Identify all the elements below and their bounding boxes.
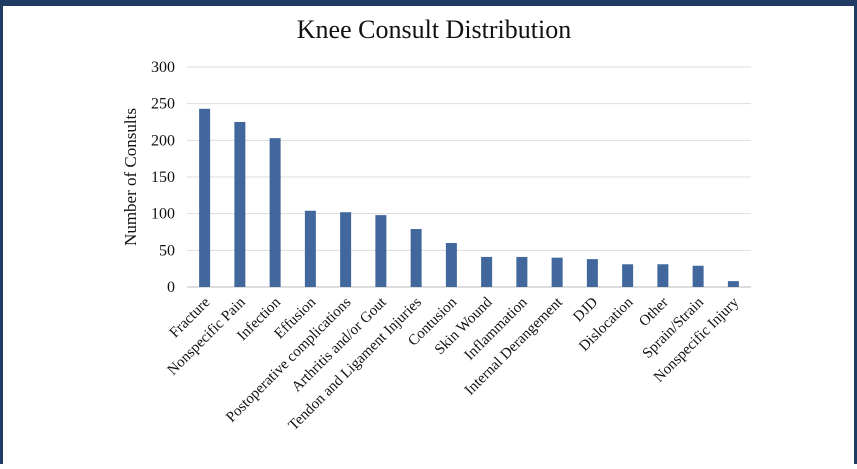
bar	[269, 138, 281, 287]
bar	[410, 229, 422, 287]
x-tick-label: DJD	[570, 294, 601, 325]
bar	[551, 257, 563, 287]
y-tick-label: 200	[151, 132, 175, 149]
bar	[375, 215, 387, 287]
bar	[445, 243, 457, 287]
left-border	[0, 0, 3, 464]
bar	[340, 212, 352, 287]
y-tick-label: 150	[151, 169, 175, 186]
y-tick-label: 250	[151, 96, 175, 113]
bar	[199, 108, 211, 287]
chart-title: Knee Consult Distribution	[297, 15, 571, 44]
bar	[304, 210, 316, 287]
right-border	[854, 0, 857, 464]
bar	[586, 259, 598, 287]
y-tick-label: 0	[167, 279, 175, 296]
bar	[234, 122, 246, 287]
y-tick-label: 300	[151, 59, 175, 76]
top-border	[0, 0, 857, 6]
y-axis-label: Number of Consults	[121, 108, 140, 246]
bar	[516, 256, 528, 287]
bar	[727, 281, 739, 287]
y-tick-label: 50	[159, 242, 175, 259]
bar	[692, 265, 704, 287]
bar	[481, 256, 493, 287]
bar	[622, 264, 634, 287]
bar	[657, 264, 669, 287]
y-tick-label: 100	[151, 206, 175, 223]
